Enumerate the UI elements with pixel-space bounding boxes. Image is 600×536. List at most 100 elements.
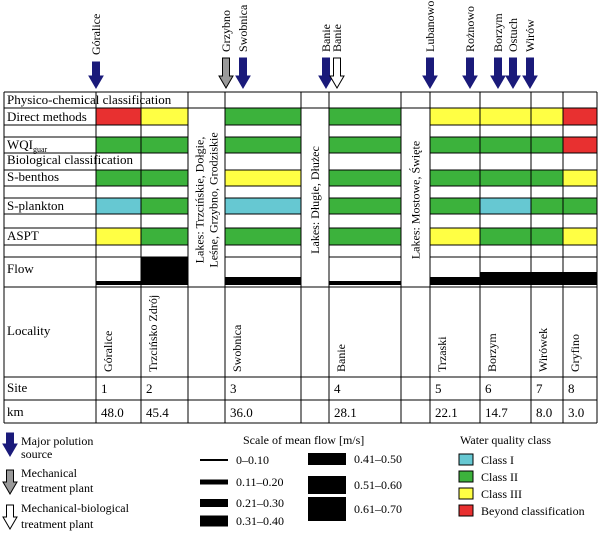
splankton-bar-site-1 — [96, 198, 141, 214]
flow-legend-swatch-6 — [308, 476, 346, 494]
lake-col-3 — [401, 108, 430, 287]
aspt-bar-site-4 — [329, 228, 401, 245]
arrow-major-7 — [462, 57, 478, 89]
wqi-bar-site-1 — [96, 137, 141, 153]
arrow-label-3: Swobnica — [236, 4, 250, 52]
splankton-bar-site-4 — [329, 198, 401, 214]
legend-arrow-label-1-line-1: Major polution — [21, 434, 93, 448]
sbenthos-bar-site-2 — [141, 170, 188, 186]
wqi-bar-site-6 — [480, 137, 531, 153]
row-label-km: km — [7, 404, 24, 419]
arrow-major-6 — [422, 57, 438, 89]
flow-legend-label-6: 0.51–0.60 — [354, 478, 402, 492]
legend-arrow-mech — [2, 469, 18, 495]
arrow-label-4: Banie — [319, 24, 333, 52]
arrow-label-10: Wirów — [523, 19, 537, 52]
row-label-splankton: S-plankton — [7, 198, 65, 213]
legend-arrow-label-2-line-2: treatment plant — [21, 481, 94, 495]
direct-bar-site-4 — [329, 108, 401, 125]
locality-1: Góralice — [101, 331, 115, 372]
legend-arrow-label-2: Mechanical treatment plant — [21, 466, 94, 495]
flow-legend-label-7: 0.61–0.70 — [354, 502, 402, 516]
flow-bar-site-4 — [329, 281, 401, 285]
legend-arrow-label-3-line-2: treatment plant — [21, 517, 94, 531]
lake-label-1b: Leśne, Grzybno, Grodziskie — [207, 132, 221, 267]
arrow-major-1 — [88, 61, 104, 89]
splankton-bar-site-3 — [225, 198, 301, 214]
splankton-bar-site-2 — [141, 198, 188, 214]
aspt-bar-site-5 — [430, 228, 480, 245]
direct-bar-site-8 — [563, 108, 597, 125]
legend-arrow-label-2-line-1: Mechanical — [21, 466, 78, 480]
flow-legend-title: Scale of mean flow [m/s] — [243, 433, 364, 447]
flow-legend-swatch-4 — [200, 515, 228, 527]
sbenthos-bar-site-6 — [480, 170, 531, 186]
direct-bar-site-2 — [141, 108, 188, 125]
arrow-label-8: Borzym — [491, 13, 505, 52]
direct-bar-site-6 — [480, 108, 531, 125]
direct-bar-site-7 — [531, 108, 563, 125]
legend-arrow-mechbio — [2, 504, 18, 530]
arrow-mechbio-5 — [329, 57, 345, 89]
km-2: 45.4 — [146, 405, 169, 420]
arrow-major-4 — [318, 57, 334, 89]
wqi-bar-site-4 — [329, 137, 401, 153]
lake-label-3: Lakes: Mostowe, Święte — [409, 141, 423, 259]
locality-6: Borzym — [485, 333, 499, 372]
site-3: 3 — [230, 381, 237, 396]
km-6: 14.7 — [485, 405, 508, 420]
km-8: 3.0 — [568, 405, 584, 420]
wqi-bar-site-2 — [141, 137, 188, 153]
km-5: 22.1 — [435, 405, 458, 420]
site-4: 4 — [334, 381, 341, 396]
aspt-bar-site-8 — [563, 228, 597, 245]
locality-8: Gryfino — [568, 334, 582, 372]
flow-legend-label-1: 0–0.10 — [236, 453, 269, 467]
row-label-sbenthos: S-benthos — [7, 169, 59, 184]
flow-bar-site-6 — [480, 272, 531, 285]
arrow-label-2: Grzybno — [219, 10, 233, 52]
arrow-label-7: Rożnowo — [463, 6, 477, 52]
locality-3: Swobnica — [230, 324, 244, 372]
classification-table: Lakes: Trzcińskie, Dołgie, Leśne, Grzybno… — [3, 91, 598, 424]
wqi-sub: guar — [33, 145, 48, 154]
km-4: 28.1 — [334, 405, 357, 420]
aspt-bar-site-1 — [96, 228, 141, 245]
wqi-bar-site-8 — [563, 137, 597, 153]
quality-legend-label-class1: Class I — [481, 453, 514, 467]
legend-arrow-label-1-line-2: source — [21, 447, 52, 461]
flow-legend-swatch-1 — [200, 459, 228, 461]
arrow-major-10 — [522, 57, 538, 89]
arrow-label-5: Banie — [330, 24, 344, 52]
flow-legend-label-4: 0.31–0.40 — [236, 514, 284, 528]
direct-bar-site-1 — [96, 108, 141, 125]
splankton-bar-site-8 — [563, 198, 597, 214]
row-label-wqi: WQIguar — [7, 137, 48, 154]
splankton-bar-site-7 — [531, 198, 563, 214]
aspt-bar-site-2 — [141, 228, 188, 245]
sbenthos-bar-site-8 — [563, 170, 597, 186]
locality-5: Trzaski — [435, 336, 449, 372]
sbenthos-bar-site-3 — [225, 170, 301, 186]
row-label-physchem: Physico-chemical classification — [7, 92, 172, 107]
quality-legend-swatch-class1 — [458, 453, 474, 466]
splankton-bar-site-5 — [430, 198, 480, 214]
wqi-bar-site-7 — [531, 137, 563, 153]
arrow-label-6: Lubanowo — [423, 1, 437, 52]
legend-arrow-label-1: Major polution source — [21, 434, 93, 461]
flow-bar-site-7 — [531, 272, 563, 285]
locality-2: Trzcińsko Zdrój — [146, 295, 160, 372]
wqi-bar-site-3 — [225, 137, 301, 153]
sbenthos-bar-site-1 — [96, 170, 141, 186]
site-6: 6 — [485, 381, 492, 396]
legend-arrow-label-3: Mechanical-biological treatment plant — [21, 501, 130, 531]
lake-col-1 — [188, 108, 225, 287]
arrow-major-9 — [505, 57, 521, 89]
flow-legend-label-3: 0.21–0.30 — [236, 496, 284, 510]
lake-label-2: Lakes: Długie, Dłużec — [308, 146, 322, 254]
direct-bar-site-3 — [225, 108, 301, 125]
row-label-locality: Locality — [7, 323, 51, 338]
direct-bar-site-5 — [430, 108, 480, 125]
